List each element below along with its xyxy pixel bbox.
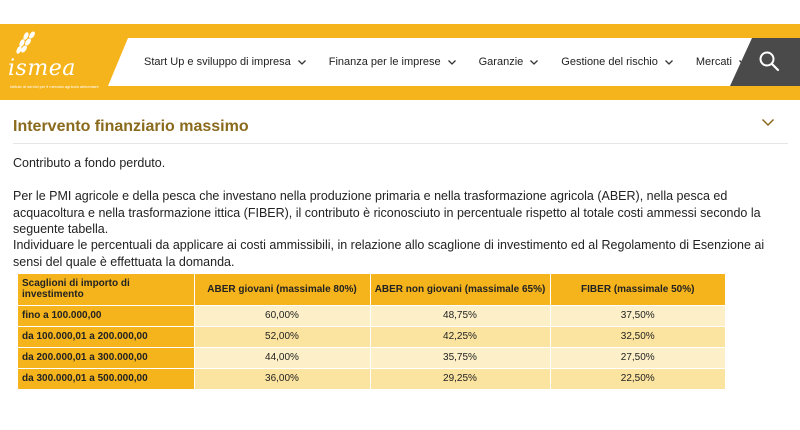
table-cell: 32,50% [550,325,726,347]
table-cell: da 100.000,01 a 200.000,00 [18,325,195,347]
table-row: fino a 100.000,00 60,00% 48,75% 37,50% [18,304,726,326]
logo-tagline: Istituto di servizi per il mercato agric… [10,84,99,89]
header-bar [0,24,800,100]
table-cell: 36,00% [194,367,371,389]
table-cell: 37,50% [550,304,726,326]
table-cell: 52,00% [194,325,371,347]
intro-paragraph: Contributo a fondo perduto. [13,156,166,170]
nav-item-label: Start Up e sviluppo di impresa [144,56,291,68]
table-cell: 35,75% [370,346,551,368]
chevron-down-icon [664,60,673,65]
table-cell: da 300.000,01 a 500.000,00 [18,367,195,389]
section-title: Intervento finanziario massimo [13,118,249,135]
contribution-rates-table: Scaglioni di importo di investimento ABE… [18,274,726,389]
table-cell: 42,25% [370,325,551,347]
table-row: da 200.000,01 a 300.000,00 44,00% 35,75%… [18,346,726,368]
table-header-cell: FIBER (massimale 50%) [550,274,726,305]
table-row: da 100.000,01 a 200.000,00 52,00% 42,25%… [18,325,726,347]
chevron-down-icon [297,60,306,65]
table-cell: fino a 100.000,00 [18,304,195,326]
wheat-icon [16,31,35,54]
search-icon [759,51,780,72]
nav-item-label: Finanza per le imprese [328,56,441,68]
table-header-cell: ABER giovani (massimale 80%) [194,274,371,305]
table-cell: 48,75% [370,304,551,326]
nav-item-startup[interactable]: Start Up e sviluppo di impresa [144,56,307,68]
nav-item-rischio[interactable]: Gestione del rischio [561,56,674,68]
nav-item-label: Gestione del rischio [561,56,658,68]
chevron-down-icon[interactable] [760,114,776,130]
main-nav: Start Up e sviluppo di impresa Finanza p… [144,38,770,86]
instructions-paragraph: Individuare le percentuali da applicare … [13,238,765,269]
chevron-down-icon [447,60,456,65]
table-cell: 22,50% [550,367,726,389]
nav-item-label: Garanzie [478,56,524,68]
chevron-down-icon [530,60,539,65]
logo-wordmark: ismea [8,56,76,81]
nav-item-garanzie[interactable]: Garanzie [479,56,540,68]
table-cell: 27,50% [550,346,726,368]
table-cell: 29,25% [370,367,551,389]
table-header-cell: Scaglioni di importo di investimento [18,274,195,305]
table-cell: 44,00% [194,346,371,368]
ismea-logo[interactable]: ismea Istituto di servizi per il mercato… [6,28,99,96]
table-row: da 300.000,01 a 500.000,00 36,00% 29,25%… [18,367,726,389]
table-header-cell: ABER non giovani (massimale 65%) [370,274,551,305]
nav-item-finanza[interactable]: Finanza per le imprese [329,56,457,68]
description-paragraph: Per le PMI agricole e della pesca che in… [13,189,761,236]
nav-item-label: Mercati [695,56,732,68]
table-header-row: Scaglioni di importo di investimento ABE… [18,274,726,305]
table-cell: da 200.000,01 a 300.000,00 [18,346,195,368]
table-cell: 60,00% [194,304,371,326]
section-divider [13,143,788,144]
nav-panel [108,38,780,86]
